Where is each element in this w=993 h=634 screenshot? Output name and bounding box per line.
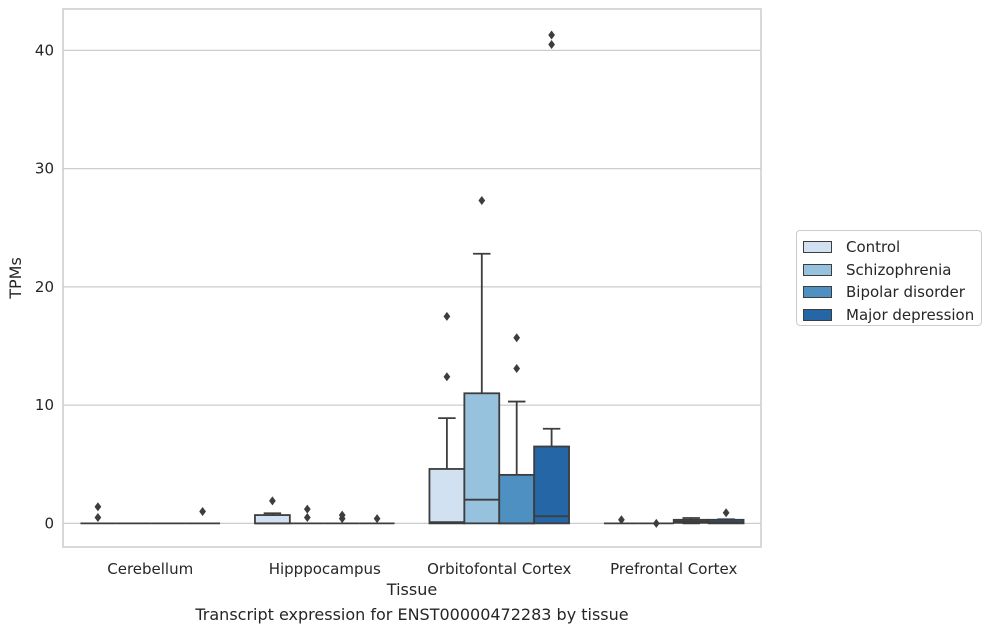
box-major-depression-3 xyxy=(707,508,745,525)
box-control-3 xyxy=(603,515,639,525)
plot-frame xyxy=(62,8,762,548)
box-body xyxy=(533,445,570,525)
legend-item-major-depression: Major depression xyxy=(797,304,981,327)
x-axis-label: Tissue xyxy=(386,580,437,599)
legend-item-schizophrenia: Schizophrenia xyxy=(797,259,981,282)
outlier-point xyxy=(548,39,555,49)
box-body xyxy=(254,514,291,525)
outlier-point xyxy=(303,504,311,514)
box-major-depression-0 xyxy=(185,507,221,525)
outlier-point xyxy=(513,363,521,373)
outlier-point xyxy=(373,514,381,524)
legend-label-major-depression: Major depression xyxy=(846,305,975,324)
x-tick-label: Orbitofontal Cortex xyxy=(427,560,571,578)
x-tick-label: Cerebellum xyxy=(107,560,193,578)
chart-caption: Transcript expression for ENST0000047228… xyxy=(195,605,629,624)
box-bipolar-disorder-3 xyxy=(672,517,710,525)
outlier-point xyxy=(303,512,311,522)
box-bipolar-disorder-1 xyxy=(324,510,360,525)
outlier-point xyxy=(478,196,486,206)
legend-label-bipolar-disorder: Bipolar disorder xyxy=(846,283,965,302)
box-control-0 xyxy=(80,502,116,525)
outlier-point xyxy=(513,333,521,343)
y-tick-label: 20 xyxy=(35,278,54,296)
box-major-depression-2 xyxy=(533,30,570,525)
legend-swatch-bipolar-disorder xyxy=(803,286,832,299)
legend-item-bipolar-disorder: Bipolar disorder xyxy=(797,281,981,304)
y-axis-label: TPMs xyxy=(6,257,25,300)
x-tick-label: Prefrontal Cortex xyxy=(610,560,737,578)
outlier-point xyxy=(548,30,555,40)
outlier-point xyxy=(618,515,625,525)
outlier-point xyxy=(199,507,206,517)
outlier-point xyxy=(94,512,102,522)
box-schizophrenia-1 xyxy=(289,504,325,525)
legend-label-control: Control xyxy=(846,238,901,257)
x-tick-label: Hipppocampus xyxy=(269,560,381,578)
box-major-depression-1 xyxy=(359,514,395,525)
box-control-2 xyxy=(428,311,466,525)
outlier-point xyxy=(443,311,451,321)
legend-swatch-control xyxy=(803,241,832,254)
y-tick-label: 0 xyxy=(44,514,54,532)
box-body xyxy=(428,468,466,525)
legend-swatch-schizophrenia xyxy=(803,263,832,276)
y-tick-label: 10 xyxy=(35,396,54,414)
box-body xyxy=(498,473,536,525)
legend-swatch-major-depression xyxy=(803,308,832,321)
legend-item-control: Control xyxy=(797,236,981,259)
y-tick-label: 30 xyxy=(35,160,54,178)
outlier-point xyxy=(652,518,660,528)
outlier-point xyxy=(94,502,102,512)
box-bipolar-disorder-2 xyxy=(498,333,536,525)
outlier-point xyxy=(338,510,346,520)
legend-label-schizophrenia: Schizophrenia xyxy=(846,260,952,279)
outlier-point xyxy=(269,496,276,506)
box-schizophrenia-2 xyxy=(463,196,501,525)
box-schizophrenia-3 xyxy=(638,518,674,528)
outlier-point xyxy=(443,372,451,382)
y-tick-label: 40 xyxy=(35,41,54,59)
outlier-point xyxy=(722,508,730,518)
legend: Control Schizophrenia Bipolar disorder M… xyxy=(796,230,982,326)
box-control-1 xyxy=(254,496,291,525)
box-body xyxy=(463,392,501,525)
